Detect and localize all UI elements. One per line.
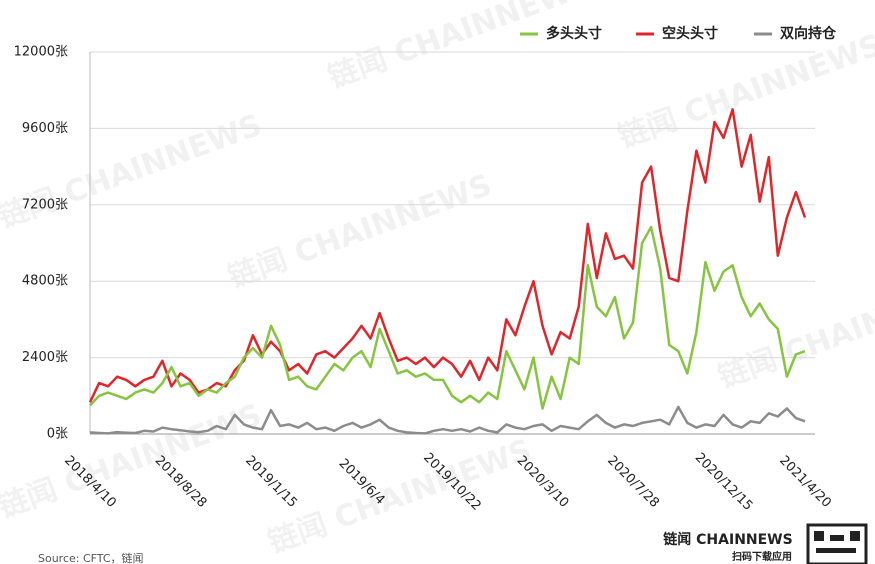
legend-label: 空头头寸: [662, 25, 718, 42]
x-tick-label: 2020/3/10: [514, 453, 572, 511]
y-tick-label: 0张: [47, 427, 68, 442]
qr-code: [806, 523, 868, 564]
series-line: [89, 405, 806, 435]
watermark: 链闻 CHAINNEWS: [614, 28, 875, 156]
watermark: 链闻 CHAINNEWS: [324, 0, 597, 96]
series-line: [89, 225, 806, 410]
y-tick-label: 9600张: [22, 121, 68, 136]
legend-label: 双向持仓: [780, 25, 837, 42]
watermark: 链闻 CHAINNEWS: [0, 398, 266, 526]
x-tick-label: 2020/7/28: [604, 453, 662, 511]
y-tick-label: 12000张: [14, 45, 68, 60]
x-tick-label: 2019/1/15: [242, 453, 300, 511]
watermark: 链闻 CHAINNEWS: [264, 433, 537, 561]
x-tick-label: 2021/4/20: [776, 453, 834, 511]
y-tick-label: 2400张: [22, 350, 68, 365]
x-tick-label: 2020/12/15: [692, 450, 756, 514]
brand-sub: 扫码下载应用: [732, 550, 792, 563]
brand: 链闻 CHAINNEWS: [663, 531, 792, 548]
y-tick-label: 4800张: [22, 274, 68, 289]
watermark: 链闻 CHAINNEWS: [224, 168, 497, 296]
series-line: [88, 108, 807, 403]
source: Source: CFTC，链闻: [38, 551, 144, 564]
y-tick-label: 7200张: [22, 197, 68, 212]
legend-label: 多头头寸: [546, 25, 602, 42]
